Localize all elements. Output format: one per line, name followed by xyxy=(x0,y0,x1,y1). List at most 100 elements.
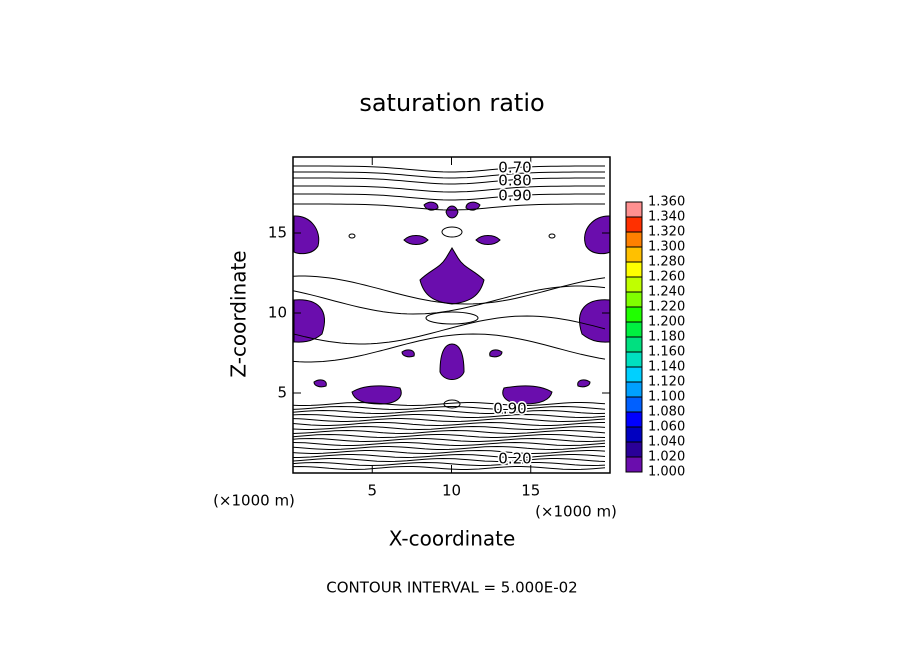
contour-line xyxy=(548,233,556,239)
contour-line xyxy=(293,177,605,185)
colorbar-label: 1.300 xyxy=(648,240,685,255)
shaded-region xyxy=(577,379,591,388)
contour-line xyxy=(293,185,605,193)
shaded-region xyxy=(351,385,402,405)
colorbar-label: 1.260 xyxy=(648,270,685,285)
colorbar-label: 1.340 xyxy=(648,210,685,225)
x-axis-label: X-coordinate xyxy=(389,527,516,551)
contour-label: 0.90 xyxy=(498,187,531,205)
colorbar-label: 1.160 xyxy=(648,345,685,360)
colorbar-swatch xyxy=(626,202,642,217)
colorbar-swatch xyxy=(626,277,642,292)
contour-line xyxy=(292,413,606,419)
contour-label: 0.90 xyxy=(493,400,526,418)
contour-line xyxy=(292,461,606,467)
colorbar-label: 1.200 xyxy=(648,315,685,330)
contour-line xyxy=(441,226,463,238)
shaded-region xyxy=(475,235,501,245)
colorbar-label: 1.140 xyxy=(648,360,685,375)
colorbar-label: 1.320 xyxy=(648,225,685,240)
colorbar-label: 1.020 xyxy=(648,450,685,465)
shaded-region xyxy=(419,247,485,305)
y-axis-label: Z-coordinate xyxy=(227,250,251,377)
contour-label: 0.70 xyxy=(498,159,531,177)
colorbar-label: 1.240 xyxy=(648,285,685,300)
shaded-region xyxy=(502,385,553,405)
shaded-region xyxy=(313,379,327,388)
contour-line xyxy=(292,421,605,427)
contour-line xyxy=(293,193,605,201)
colorbar-swatch xyxy=(626,217,642,232)
colorbar-swatch xyxy=(626,232,642,247)
contour-line xyxy=(293,171,605,179)
contour-line xyxy=(348,233,356,239)
colorbar-swatch xyxy=(626,457,642,472)
colorbar-swatch xyxy=(626,322,642,337)
footer: CONTOUR INTERVAL = 5.000E-02 xyxy=(326,579,577,597)
y-unit: (×1000 m) xyxy=(213,492,295,510)
shaded-region xyxy=(293,299,325,343)
colorbar-swatch xyxy=(626,337,642,352)
shaded-region xyxy=(403,235,429,245)
contour-lines xyxy=(292,165,606,471)
colorbar-swatch xyxy=(626,382,642,397)
x-unit: (×1000 m) xyxy=(535,503,617,521)
contour-line xyxy=(292,441,606,447)
chart-title: saturation ratio xyxy=(359,89,544,117)
shaded-region xyxy=(584,215,611,255)
contour-line xyxy=(292,433,606,439)
colorbar-label: 1.000 xyxy=(648,465,685,480)
shaded-region xyxy=(401,349,415,358)
contour-line xyxy=(292,401,606,407)
shaded-region xyxy=(579,299,611,343)
colorbar-swatch xyxy=(626,292,642,307)
shaded-region xyxy=(489,349,503,358)
x-tick-label: 10 xyxy=(442,482,461,500)
colorbar-label: 1.100 xyxy=(648,390,685,405)
shaded-region xyxy=(293,215,320,255)
colorbar-label: 1.040 xyxy=(648,435,685,450)
contour-line xyxy=(292,409,606,415)
colorbar-frame xyxy=(625,201,643,473)
colorbar-label: 1.060 xyxy=(648,420,685,435)
colorbar-swatch xyxy=(626,367,642,382)
contour-line xyxy=(292,457,606,463)
x-tick-label: 5 xyxy=(367,482,377,500)
contour-label: 0.20 xyxy=(498,450,531,468)
colorbar-label: 1.360 xyxy=(648,195,685,210)
colorbar-label: 1.220 xyxy=(648,300,685,315)
contour-line xyxy=(443,399,461,409)
contour-line xyxy=(292,315,606,345)
shaded-regions xyxy=(293,201,611,405)
colorbar-label: 1.280 xyxy=(648,255,685,270)
contour-line xyxy=(292,445,606,451)
colorbar-swatch xyxy=(626,442,642,457)
contour-line xyxy=(292,405,606,411)
contour-line xyxy=(292,449,606,455)
colorbar-label: 1.120 xyxy=(648,375,685,390)
colorbar-label: 1.080 xyxy=(648,405,685,420)
y-tick-label: 15 xyxy=(268,224,287,242)
contour-line xyxy=(293,453,606,459)
contour-line xyxy=(292,333,606,363)
colorbar-swatch xyxy=(626,397,642,412)
contour-line xyxy=(292,425,606,431)
contour-line xyxy=(292,465,606,471)
colorbar-swatch xyxy=(626,262,642,277)
y-tick-label: 5 xyxy=(277,384,287,402)
contour-line xyxy=(292,285,606,315)
colorbar-swatch xyxy=(626,307,642,322)
contour-line xyxy=(292,429,606,435)
shaded-region xyxy=(439,343,465,380)
contour-line xyxy=(292,275,606,305)
colorbar-swatch xyxy=(626,427,642,442)
contour-line xyxy=(293,203,605,211)
contour-line xyxy=(292,437,606,443)
contour-line xyxy=(292,417,606,423)
y-tick-label: 10 xyxy=(268,304,287,322)
colorbar-swatch xyxy=(626,247,642,262)
colorbar-swatch xyxy=(626,352,642,367)
x-tick-label: 15 xyxy=(521,482,540,500)
